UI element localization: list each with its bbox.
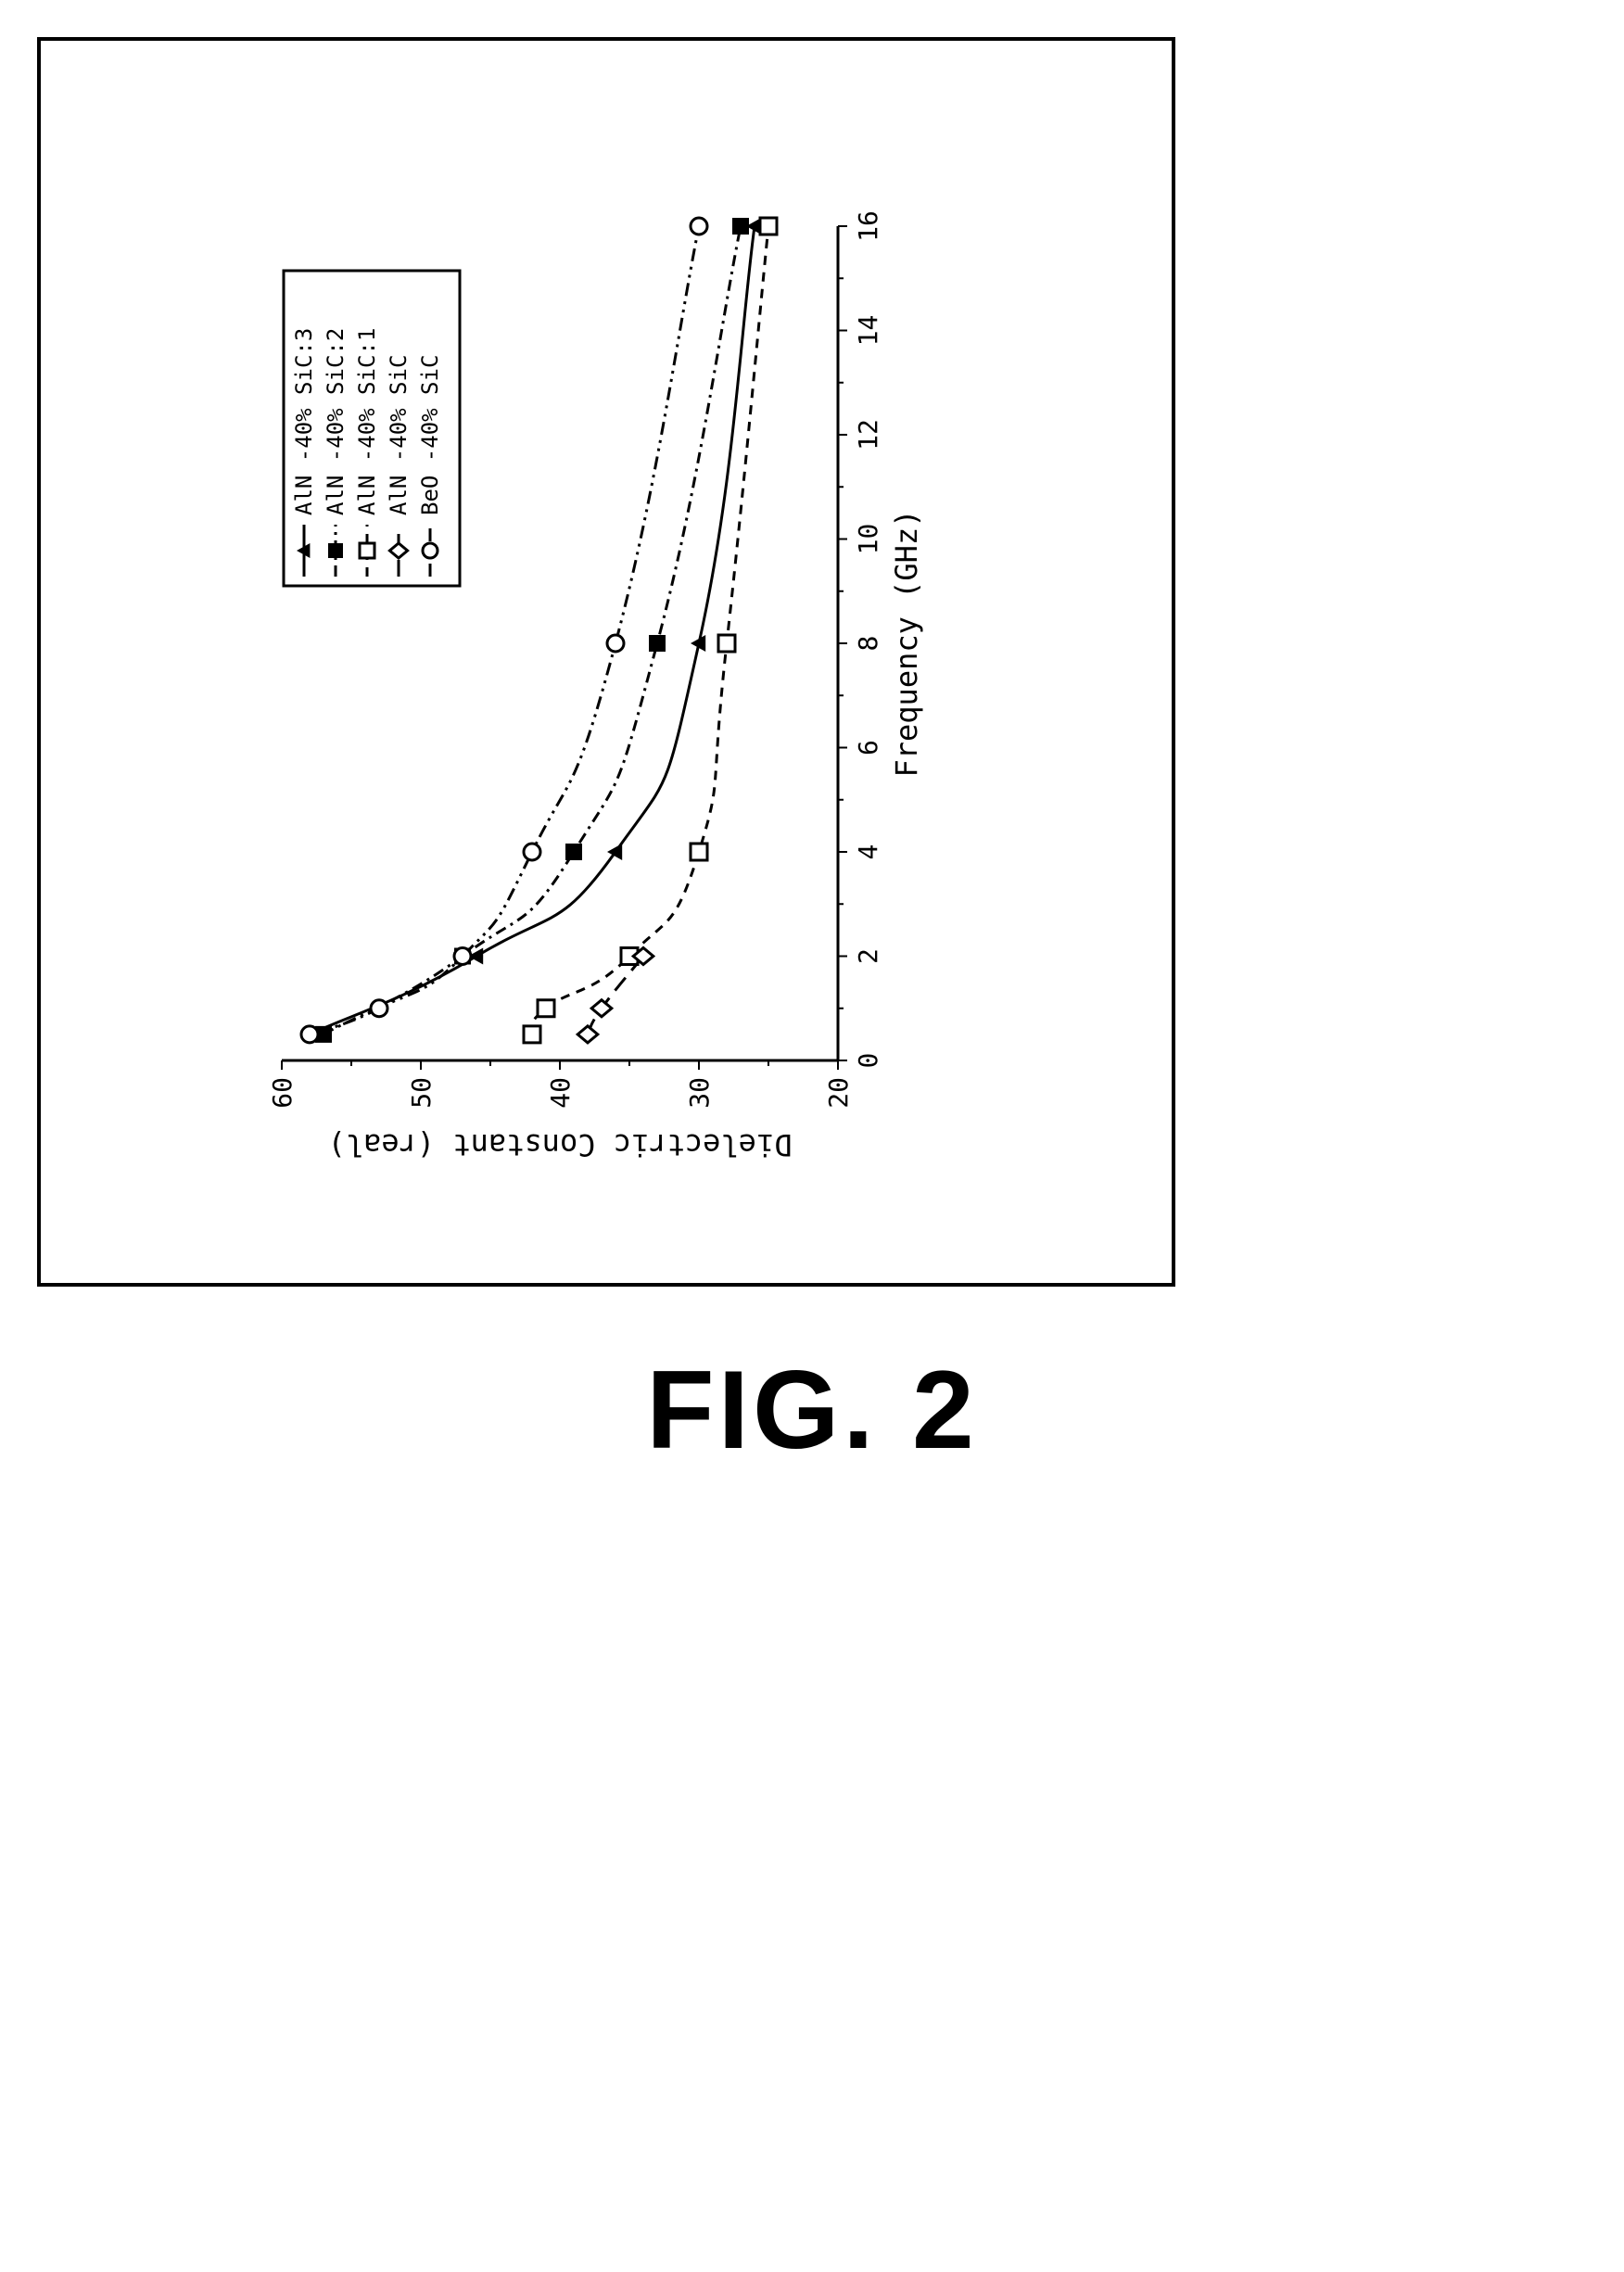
svg-text:0: 0 bbox=[853, 1053, 883, 1069]
svg-text:10: 10 bbox=[853, 524, 883, 555]
svg-text:12: 12 bbox=[853, 419, 883, 451]
svg-text:20: 20 bbox=[823, 1077, 854, 1109]
figure-label: FIG. 2 bbox=[37, 1346, 1587, 1474]
chart-container: 0 2 4 6 8 10 12 14 16 20 30 40 50 60 Frequency (GHz) Di… bbox=[245, 152, 968, 1172]
svg-text:BeO -40% SiC: BeO -40% SiC bbox=[417, 355, 443, 515]
svg-text:50: 50 bbox=[406, 1077, 437, 1109]
svg-text:2: 2 bbox=[853, 948, 883, 964]
svg-text:40: 40 bbox=[545, 1077, 576, 1109]
svg-text:14: 14 bbox=[853, 315, 883, 347]
svg-text:AlN -40% SiC:1: AlN -40% SiC:1 bbox=[354, 328, 380, 515]
svg-text:AlN -40% SiC: AlN -40% SiC bbox=[386, 355, 412, 515]
svg-text:60: 60 bbox=[267, 1077, 298, 1109]
svg-text:8: 8 bbox=[853, 636, 883, 652]
svg-text:Frequency (GHz): Frequency (GHz) bbox=[889, 510, 924, 778]
svg-text:AlN -40% SiC:3: AlN -40% SiC:3 bbox=[291, 328, 317, 515]
chart-frame: 0 2 4 6 8 10 12 14 16 20 30 40 50 60 Frequency (GHz) Di… bbox=[37, 37, 1175, 1287]
svg-text:4: 4 bbox=[853, 844, 883, 860]
svg-text:6: 6 bbox=[853, 740, 883, 755]
svg-text:16: 16 bbox=[853, 210, 883, 242]
svg-text:Dielectric Constant (real): Dielectric Constant (real) bbox=[328, 1127, 793, 1162]
chart-svg: 0 2 4 6 8 10 12 14 16 20 30 40 50 60 Frequency (GHz) Di… bbox=[245, 152, 968, 1172]
svg-text:30: 30 bbox=[684, 1077, 715, 1109]
svg-text:AlN -40% SiC:2: AlN -40% SiC:2 bbox=[323, 328, 349, 515]
